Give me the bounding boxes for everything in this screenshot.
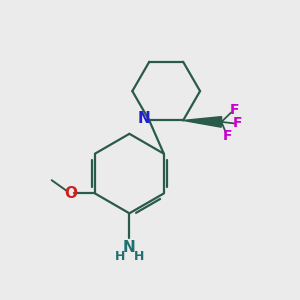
Text: H: H — [115, 250, 125, 262]
Text: F: F — [233, 116, 242, 130]
Text: F: F — [223, 129, 232, 143]
Text: N: N — [123, 240, 136, 255]
Polygon shape — [183, 117, 222, 127]
Text: N: N — [138, 111, 150, 126]
Text: O: O — [64, 186, 77, 201]
Text: H: H — [134, 250, 144, 262]
Text: F: F — [230, 103, 239, 116]
